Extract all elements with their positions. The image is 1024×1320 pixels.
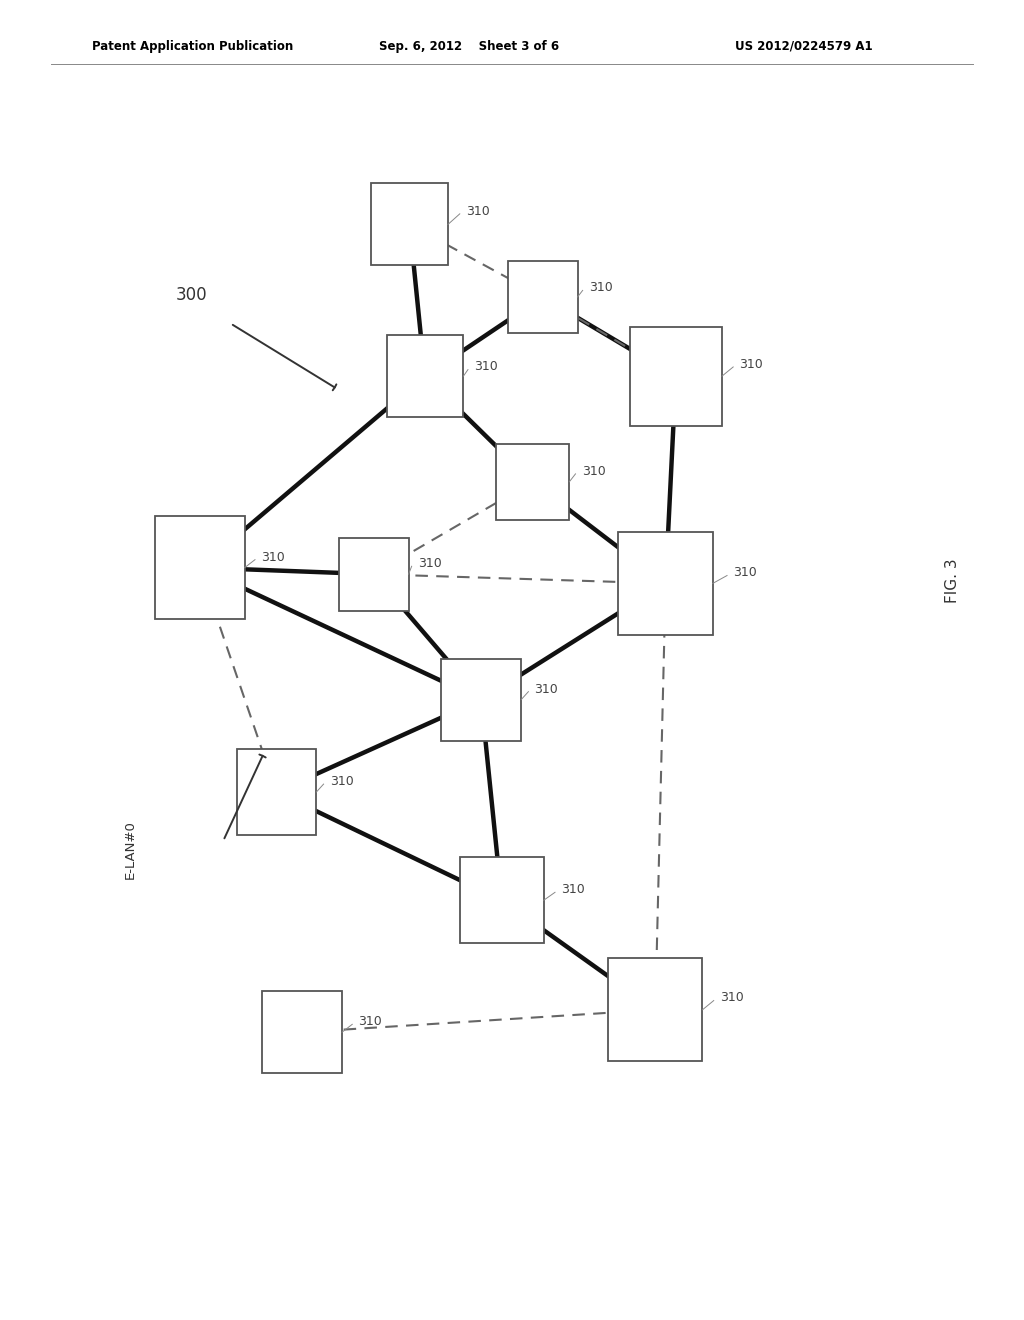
Text: Sep. 6, 2012    Sheet 3 of 6: Sep. 6, 2012 Sheet 3 of 6: [379, 40, 559, 53]
Bar: [630, 327, 722, 425]
Text: 310: 310: [466, 205, 489, 218]
Text: 310: 310: [589, 281, 612, 294]
Text: 310: 310: [358, 1015, 382, 1028]
Text: 310: 310: [582, 465, 605, 478]
Text: 310: 310: [733, 566, 757, 579]
Bar: [237, 748, 316, 834]
Text: 310: 310: [739, 358, 763, 371]
Bar: [496, 444, 569, 520]
Text: Patent Application Publication: Patent Application Publication: [92, 40, 294, 53]
Text: FIG. 3: FIG. 3: [945, 558, 959, 603]
Text: 310: 310: [561, 883, 585, 896]
Bar: [372, 183, 449, 265]
Text: 310: 310: [535, 682, 558, 696]
Bar: [155, 516, 245, 619]
Text: 310: 310: [474, 360, 498, 374]
Text: 310: 310: [261, 550, 285, 564]
Text: 300: 300: [176, 285, 208, 304]
Text: 310: 310: [330, 775, 353, 788]
Text: 310: 310: [418, 557, 441, 570]
Text: E-LAN#0: E-LAN#0: [124, 820, 136, 879]
Text: 310: 310: [720, 991, 743, 1005]
Bar: [508, 260, 578, 333]
Bar: [608, 958, 702, 1061]
Bar: [618, 532, 713, 635]
Bar: [441, 659, 521, 741]
Bar: [387, 335, 463, 417]
Bar: [339, 539, 409, 610]
Bar: [460, 858, 544, 942]
Bar: [262, 991, 342, 1073]
Text: US 2012/0224579 A1: US 2012/0224579 A1: [735, 40, 872, 53]
